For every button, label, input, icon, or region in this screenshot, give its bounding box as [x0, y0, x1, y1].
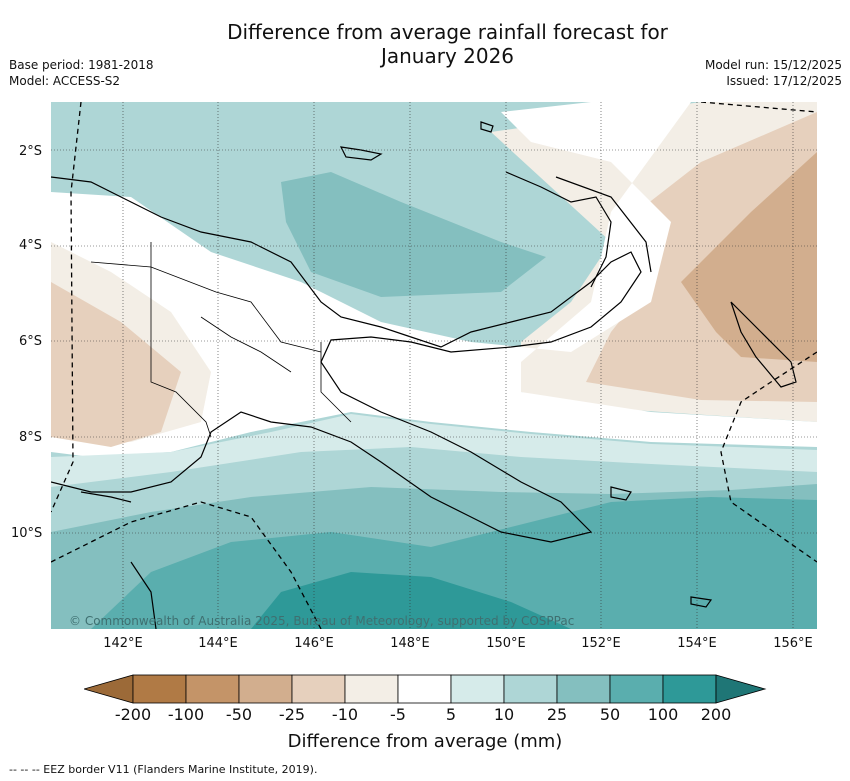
colorbar-segment [397, 674, 452, 704]
colorbar-extension-high [715, 674, 767, 704]
colorbar-segment [132, 674, 187, 704]
cb-tick-label: -10 [331, 705, 359, 724]
lon-label-154e: 154°E [677, 636, 717, 651]
manus-island [339, 146, 383, 161]
bougainville-coast [730, 301, 797, 388]
lat-label-10s: 10°S [11, 526, 43, 541]
title-line-2: January 2026 [380, 44, 515, 68]
colorbar-segment [503, 674, 558, 704]
colorbar-segment [185, 674, 240, 704]
indonesia-png-border [150, 242, 212, 438]
province-border-3 [320, 342, 352, 423]
zone-teal-deep-south [251, 572, 571, 629]
colorbar-segment [662, 674, 717, 704]
issued-date: Issued: 17/12/2025 [726, 74, 842, 88]
eez-legend-note: -- -- -- EEZ border V11 (Flanders Marine… [9, 763, 318, 776]
cb-tick-label: 100 [647, 705, 679, 724]
cb-tick-label: -25 [278, 705, 306, 724]
new-britain-coast [505, 171, 612, 288]
map-title: Difference from average rainfall forecas… [170, 20, 725, 68]
colorbar-segment [344, 674, 399, 704]
coastlines [51, 121, 797, 629]
new-guinea-coast [51, 176, 642, 543]
province-border-1 [90, 261, 322, 353]
cb-tick-label: -50 [225, 705, 253, 724]
lon-label-144e: 144°E [198, 636, 238, 651]
cb-tick-label: 200 [700, 705, 732, 724]
rainfall-map [51, 102, 817, 629]
louisiade-island [690, 596, 713, 608]
cb-tick-label: 10 [493, 705, 515, 724]
meta-left: Base period: 1981-2018 Model: ACCESS-S2 [9, 57, 154, 89]
lat-label-6s: 6°S [19, 334, 43, 349]
lat-label-8s: 8°S [19, 430, 43, 445]
colorbar-segment [556, 674, 611, 704]
lon-label-152e: 152°E [581, 636, 621, 651]
province-borders [90, 242, 352, 438]
cape-york [130, 561, 157, 629]
colorbar-title: Difference from average (mm) [287, 731, 563, 752]
cb-tick-label: -200 [114, 705, 152, 724]
lat-label-4s: 4°S [19, 238, 43, 253]
colorbar-extension-low [84, 674, 134, 704]
cb-tick-label: -5 [390, 705, 406, 724]
new-ireland-coast [555, 176, 652, 273]
meta-right: Model run: 15/12/2025 Issued: 17/12/2025 [705, 57, 842, 89]
map-area [51, 102, 817, 629]
model-name: Model: ACCESS-S2 [9, 74, 121, 88]
lon-label-148e: 148°E [390, 636, 430, 651]
lon-label-150e: 150°E [486, 636, 526, 651]
base-period: Base period: 1981-2018 [9, 58, 154, 72]
admiralty-island [480, 121, 494, 133]
title-line-1: Difference from average rainfall forecas… [227, 20, 668, 44]
copyright-notice: © Commonwealth of Australia 2025, Bureau… [69, 614, 575, 628]
zone-brown-west-mid [51, 282, 181, 447]
trobriand-island [610, 486, 632, 501]
graticule [51, 102, 817, 629]
lon-label-146e: 146°E [294, 636, 334, 651]
zone-brown-ne-dark [681, 152, 817, 362]
model-run: Model run: 15/12/2025 [704, 58, 842, 72]
zone-teal-strong-south [91, 497, 817, 629]
torres-strait-islands [80, 491, 132, 503]
eez-north-east [700, 102, 817, 113]
colorbar [84, 674, 767, 704]
eez-east [720, 351, 817, 563]
zone-teal-mid-north [281, 172, 546, 297]
colorbar-segment [450, 674, 505, 704]
province-border-2 [200, 316, 292, 373]
eez-west [51, 102, 82, 513]
cb-tick-label: -100 [167, 705, 205, 724]
zone-white-band [51, 102, 817, 457]
eez-borders [51, 102, 817, 629]
eez-south-west [51, 501, 322, 629]
colorbar-segment [609, 674, 664, 704]
cb-tick-label: 50 [599, 705, 621, 724]
cb-tick-label: 5 [445, 705, 457, 724]
lon-label-156e: 156°E [773, 636, 813, 651]
colorbar-segment [291, 674, 346, 704]
lon-label-142e: 142°E [103, 636, 143, 651]
lat-label-2s: 2°S [19, 144, 43, 159]
cb-tick-label: 25 [546, 705, 568, 724]
colorbar-segment [238, 674, 293, 704]
colorbar-segments [84, 674, 767, 704]
